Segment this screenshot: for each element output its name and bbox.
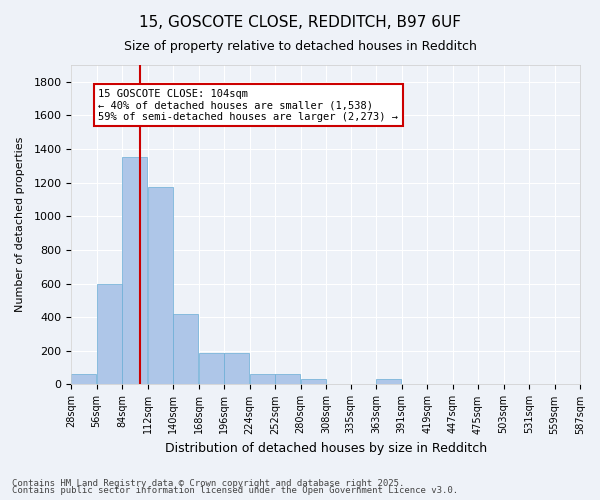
Bar bbox=[122, 158, 148, 384]
Y-axis label: Number of detached properties: Number of detached properties bbox=[15, 137, 25, 312]
Bar bbox=[250, 374, 275, 384]
Bar bbox=[224, 354, 250, 384]
Bar bbox=[376, 378, 401, 384]
Bar bbox=[97, 284, 122, 384]
X-axis label: Distribution of detached houses by size in Redditch: Distribution of detached houses by size … bbox=[164, 442, 487, 455]
Text: Size of property relative to detached houses in Redditch: Size of property relative to detached ho… bbox=[124, 40, 476, 53]
Bar bbox=[173, 314, 199, 384]
Bar bbox=[71, 374, 97, 384]
Text: Contains HM Land Registry data © Crown copyright and database right 2025.: Contains HM Land Registry data © Crown c… bbox=[12, 478, 404, 488]
Bar bbox=[199, 354, 224, 384]
Text: 15, GOSCOTE CLOSE, REDDITCH, B97 6UF: 15, GOSCOTE CLOSE, REDDITCH, B97 6UF bbox=[139, 15, 461, 30]
Bar bbox=[275, 374, 301, 384]
Bar bbox=[301, 380, 326, 384]
Bar bbox=[148, 187, 173, 384]
Text: Contains public sector information licensed under the Open Government Licence v3: Contains public sector information licen… bbox=[12, 486, 458, 495]
Text: 15 GOSCOTE CLOSE: 104sqm
← 40% of detached houses are smaller (1,538)
59% of sem: 15 GOSCOTE CLOSE: 104sqm ← 40% of detach… bbox=[98, 88, 398, 122]
